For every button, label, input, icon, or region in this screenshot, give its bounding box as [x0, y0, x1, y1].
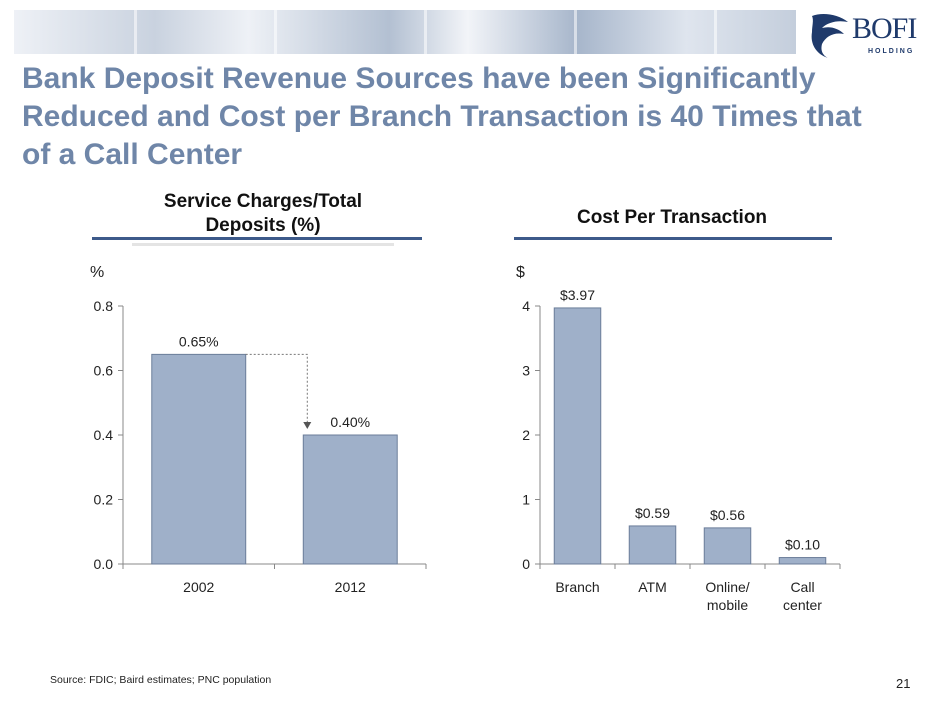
- right-bar: [703, 527, 752, 565]
- change-arrow-line: [245, 353, 308, 423]
- header-banner: [14, 10, 796, 54]
- right-data-label: $0.59: [635, 505, 670, 521]
- left-title-rule-shadow: [132, 243, 394, 246]
- left-y-tick-label: 0.2: [94, 492, 114, 508]
- right-chart-title: Cost Per Transaction: [576, 207, 768, 228]
- right-category-label: Online/mobile: [705, 579, 749, 613]
- source-note: Source: FDIC; Baird estimates; PNC popul…: [50, 674, 272, 686]
- right-bar: [778, 557, 827, 565]
- slide-title: Bank Deposit Revenue Sources have been S…: [22, 62, 862, 171]
- right-y-tick-label: 2: [522, 427, 530, 443]
- left-y-tick-label: 0.8: [94, 298, 114, 314]
- logo-text: BOFI: [852, 12, 917, 45]
- right-category-label: Call center: [783, 579, 822, 613]
- left-chart-title: Service Charges/Total Deposits (%): [163, 191, 363, 236]
- left-category-label: 2012: [335, 579, 366, 595]
- right-y-tick-label: 4: [522, 298, 530, 314]
- right-data-label: $3.97: [560, 287, 595, 303]
- logo-subtext: HOLDING: [868, 48, 915, 55]
- right-bar: [628, 525, 677, 565]
- left-unit-label: %: [90, 264, 105, 281]
- change-arrow-head: [303, 422, 312, 429]
- bofi-logo: BOFI HOLDING: [808, 8, 926, 60]
- right-title-rule: [514, 237, 832, 240]
- right-data-label: $0.56: [710, 507, 745, 523]
- left-y-tick-label: 0.6: [94, 363, 114, 379]
- right-unit-label: $: [516, 264, 525, 281]
- left-data-label: 0.65%: [179, 333, 219, 349]
- left-y-tick-label: 0.0: [94, 556, 114, 572]
- right-category-label: ATM: [638, 579, 667, 595]
- left-title-rule: [92, 237, 422, 240]
- left-data-label: 0.40%: [330, 414, 370, 430]
- eagle-icon: [811, 14, 848, 58]
- right-y-tick-label: 0: [522, 556, 530, 572]
- right-bar: [553, 307, 602, 565]
- right-data-label: $0.10: [785, 537, 820, 553]
- left-bar: [151, 353, 247, 565]
- page-number: 21: [896, 676, 911, 691]
- left-bar: [302, 434, 398, 565]
- left-category-label: 2002: [183, 579, 214, 595]
- right-category-label: Branch: [555, 579, 599, 595]
- right-y-tick-label: 1: [522, 492, 530, 508]
- left-y-tick-label: 0.4: [94, 427, 114, 443]
- right-y-tick-label: 3: [522, 363, 530, 379]
